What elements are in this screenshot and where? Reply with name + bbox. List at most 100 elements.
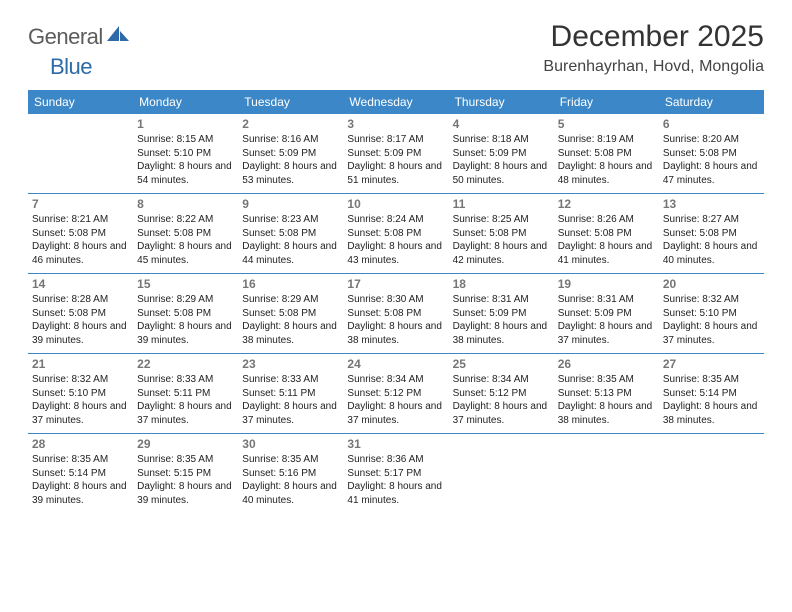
day-number: 30 bbox=[242, 437, 339, 451]
day-cell: 28 Sunrise: 8:35 AMSunset: 5:14 PMDayligh… bbox=[28, 434, 133, 513]
day-number: 29 bbox=[137, 437, 234, 451]
day-number: 2 bbox=[242, 117, 339, 131]
day-info: Sunrise: 8:18 AMSunset: 5:09 PMDaylight:… bbox=[453, 133, 550, 187]
day-info: Sunrise: 8:22 AMSunset: 5:08 PMDaylight:… bbox=[137, 213, 234, 267]
day-info: Sunrise: 8:33 AMSunset: 5:11 PMDaylight:… bbox=[137, 373, 234, 427]
day-info: Sunrise: 8:28 AMSunset: 5:08 PMDaylight:… bbox=[32, 293, 129, 347]
day-info: Sunrise: 8:27 AMSunset: 5:08 PMDaylight:… bbox=[663, 213, 760, 267]
day-cell: 25 Sunrise: 8:34 AMSunset: 5:12 PMDayligh… bbox=[449, 354, 554, 433]
day-cell: 19 Sunrise: 8:31 AMSunset: 5:09 PMDayligh… bbox=[554, 274, 659, 353]
day-info: Sunrise: 8:25 AMSunset: 5:08 PMDaylight:… bbox=[453, 213, 550, 267]
day-number: 28 bbox=[32, 437, 129, 451]
day-cell: 20 Sunrise: 8:32 AMSunset: 5:10 PMDayligh… bbox=[659, 274, 764, 353]
day-cell: 2Sunrise: 8:16 AMSunset: 5:09 PMDaylight… bbox=[238, 114, 343, 193]
day-info: Sunrise: 8:33 AMSunset: 5:11 PMDaylight:… bbox=[242, 373, 339, 427]
day-cell: 9Sunrise: 8:23 AMSunset: 5:08 PMDaylight… bbox=[238, 194, 343, 273]
day-info: Sunrise: 8:34 AMSunset: 5:12 PMDaylight:… bbox=[453, 373, 550, 427]
day-info: Sunrise: 8:35 AMSunset: 5:14 PMDaylight:… bbox=[32, 453, 129, 507]
day-number: 21 bbox=[32, 357, 129, 371]
day-cell: 14 Sunrise: 8:28 AMSunset: 5:08 PMDayligh… bbox=[28, 274, 133, 353]
weekday-header: Thursday bbox=[449, 90, 554, 114]
day-number: 24 bbox=[347, 357, 444, 371]
day-number: 4 bbox=[453, 117, 550, 131]
day-cell: 15 Sunrise: 8:29 AMSunset: 5:08 PMDayligh… bbox=[133, 274, 238, 353]
weekday-header: Saturday bbox=[659, 90, 764, 114]
weekday-header: Monday bbox=[133, 90, 238, 114]
day-number: 25 bbox=[453, 357, 550, 371]
logo-text-blue: Blue bbox=[50, 54, 92, 79]
weeks-container: 1 Sunrise: 8:15 AMSunset: 5:10 PMDaylight… bbox=[28, 114, 764, 513]
day-number: 15 bbox=[137, 277, 234, 291]
day-cell: 13 Sunrise: 8:27 AMSunset: 5:08 PMDayligh… bbox=[659, 194, 764, 273]
day-info: Sunrise: 8:35 AMSunset: 5:15 PMDaylight:… bbox=[137, 453, 234, 507]
day-cell: 12Sunrise: 8:26 AMSunset: 5:08 PMDayligh… bbox=[554, 194, 659, 273]
day-cell: 11 Sunrise: 8:25 AMSunset: 5:08 PMDayligh… bbox=[449, 194, 554, 273]
day-number: 13 bbox=[663, 197, 760, 211]
day-info: Sunrise: 8:36 AMSunset: 5:17 PMDaylight:… bbox=[347, 453, 444, 507]
day-info: Sunrise: 8:34 AMSunset: 5:12 PMDaylight:… bbox=[347, 373, 444, 427]
calendar: SundayMondayTuesdayWednesdayThursdayFrid… bbox=[28, 90, 764, 513]
weekday-header: Sunday bbox=[28, 90, 133, 114]
day-number: 18 bbox=[453, 277, 550, 291]
day-info: Sunrise: 8:17 AMSunset: 5:09 PMDaylight:… bbox=[347, 133, 444, 187]
day-number: 7 bbox=[32, 197, 129, 211]
day-cell: 21Sunrise: 8:32 AMSunset: 5:10 PMDayligh… bbox=[28, 354, 133, 433]
day-number: 19 bbox=[558, 277, 655, 291]
day-number: 20 bbox=[663, 277, 760, 291]
day-info: Sunrise: 8:35 AMSunset: 5:13 PMDaylight:… bbox=[558, 373, 655, 427]
day-cell-empty bbox=[28, 114, 133, 193]
day-info: Sunrise: 8:24 AMSunset: 5:08 PMDaylight:… bbox=[347, 213, 444, 267]
day-number: 22 bbox=[137, 357, 234, 371]
day-cell: 3 Sunrise: 8:17 AMSunset: 5:09 PMDaylight… bbox=[343, 114, 448, 193]
day-cell: 29 Sunrise: 8:35 AMSunset: 5:15 PMDayligh… bbox=[133, 434, 238, 513]
day-cell: 22 Sunrise: 8:33 AMSunset: 5:11 PMDayligh… bbox=[133, 354, 238, 433]
week-row: 28 Sunrise: 8:35 AMSunset: 5:14 PMDayligh… bbox=[28, 434, 764, 513]
day-cell: 24 Sunrise: 8:34 AMSunset: 5:12 PMDayligh… bbox=[343, 354, 448, 433]
day-info: Sunrise: 8:31 AMSunset: 5:09 PMDaylight:… bbox=[558, 293, 655, 347]
day-cell: 27 Sunrise: 8:35 AMSunset: 5:14 PMDayligh… bbox=[659, 354, 764, 433]
day-cell: 31 Sunrise: 8:36 AMSunset: 5:17 PMDayligh… bbox=[343, 434, 448, 513]
logo-sail-icon bbox=[107, 26, 129, 49]
day-number: 17 bbox=[347, 277, 444, 291]
weekday-header-row: SundayMondayTuesdayWednesdayThursdayFrid… bbox=[28, 90, 764, 114]
week-row: 21Sunrise: 8:32 AMSunset: 5:10 PMDayligh… bbox=[28, 354, 764, 434]
weekday-header: Friday bbox=[554, 90, 659, 114]
day-number: 8 bbox=[137, 197, 234, 211]
day-info: Sunrise: 8:26 AMSunset: 5:08 PMDaylight:… bbox=[558, 213, 655, 267]
day-cell: 17 Sunrise: 8:30 AMSunset: 5:08 PMDayligh… bbox=[343, 274, 448, 353]
day-cell: 18 Sunrise: 8:31 AMSunset: 5:09 PMDayligh… bbox=[449, 274, 554, 353]
day-number: 1 bbox=[137, 117, 234, 131]
weekday-header: Tuesday bbox=[238, 90, 343, 114]
day-number: 14 bbox=[32, 277, 129, 291]
location-label: Burenhayrhan, Hovd, Mongolia bbox=[543, 58, 764, 76]
day-info: Sunrise: 8:20 AMSunset: 5:08 PMDaylight:… bbox=[663, 133, 760, 187]
day-info: Sunrise: 8:30 AMSunset: 5:08 PMDaylight:… bbox=[347, 293, 444, 347]
day-info: Sunrise: 8:29 AMSunset: 5:08 PMDaylight:… bbox=[242, 293, 339, 347]
day-cell: 23Sunrise: 8:33 AMSunset: 5:11 PMDayligh… bbox=[238, 354, 343, 433]
day-cell: 4 Sunrise: 8:18 AMSunset: 5:09 PMDaylight… bbox=[449, 114, 554, 193]
day-number: 27 bbox=[663, 357, 760, 371]
day-cell: 10Sunrise: 8:24 AMSunset: 5:08 PMDayligh… bbox=[343, 194, 448, 273]
day-info: Sunrise: 8:35 AMSunset: 5:14 PMDaylight:… bbox=[663, 373, 760, 427]
week-row: 7Sunrise: 8:21 AMSunset: 5:08 PMDaylight… bbox=[28, 194, 764, 274]
day-number: 31 bbox=[347, 437, 444, 451]
day-cell: 6Sunrise: 8:20 AMSunset: 5:08 PMDaylight… bbox=[659, 114, 764, 193]
day-number: 11 bbox=[453, 197, 550, 211]
day-cell: 8 Sunrise: 8:22 AMSunset: 5:08 PMDaylight… bbox=[133, 194, 238, 273]
day-number: 9 bbox=[242, 197, 339, 211]
day-info: Sunrise: 8:32 AMSunset: 5:10 PMDaylight:… bbox=[663, 293, 760, 347]
day-number: 3 bbox=[347, 117, 444, 131]
day-info: Sunrise: 8:29 AMSunset: 5:08 PMDaylight:… bbox=[137, 293, 234, 347]
day-cell-empty bbox=[554, 434, 659, 513]
day-cell: 1 Sunrise: 8:15 AMSunset: 5:10 PMDaylight… bbox=[133, 114, 238, 193]
day-info: Sunrise: 8:15 AMSunset: 5:10 PMDaylight:… bbox=[137, 133, 234, 187]
day-number: 5 bbox=[558, 117, 655, 131]
day-cell: 5Sunrise: 8:19 AMSunset: 5:08 PMDaylight… bbox=[554, 114, 659, 193]
day-cell: 7Sunrise: 8:21 AMSunset: 5:08 PMDaylight… bbox=[28, 194, 133, 273]
day-info: Sunrise: 8:35 AMSunset: 5:16 PMDaylight:… bbox=[242, 453, 339, 507]
calendar-page: General December 2025 Burenhayrhan, Hovd… bbox=[0, 0, 792, 533]
logo-text-general: General bbox=[28, 24, 103, 50]
day-cell-empty bbox=[449, 434, 554, 513]
day-info: Sunrise: 8:31 AMSunset: 5:09 PMDaylight:… bbox=[453, 293, 550, 347]
day-cell-empty bbox=[659, 434, 764, 513]
